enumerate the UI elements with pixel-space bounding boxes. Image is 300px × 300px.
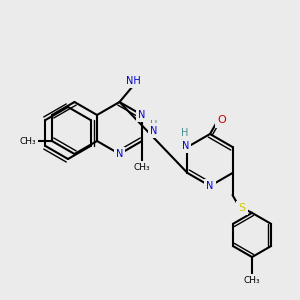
Text: CH₃: CH₃ <box>134 163 150 172</box>
Text: N: N <box>206 181 214 191</box>
Text: CH₃: CH₃ <box>20 136 36 146</box>
Text: NH: NH <box>126 76 141 86</box>
Text: CH₃: CH₃ <box>244 276 260 285</box>
Text: H: H <box>182 135 189 145</box>
Text: O: O <box>218 116 226 125</box>
Text: S: S <box>238 203 246 213</box>
Text: H: H <box>150 119 157 130</box>
Text: N: N <box>138 110 146 120</box>
Text: N: N <box>150 125 157 136</box>
Text: H: H <box>181 128 188 138</box>
Text: N: N <box>182 141 189 151</box>
Text: N: N <box>116 149 123 159</box>
